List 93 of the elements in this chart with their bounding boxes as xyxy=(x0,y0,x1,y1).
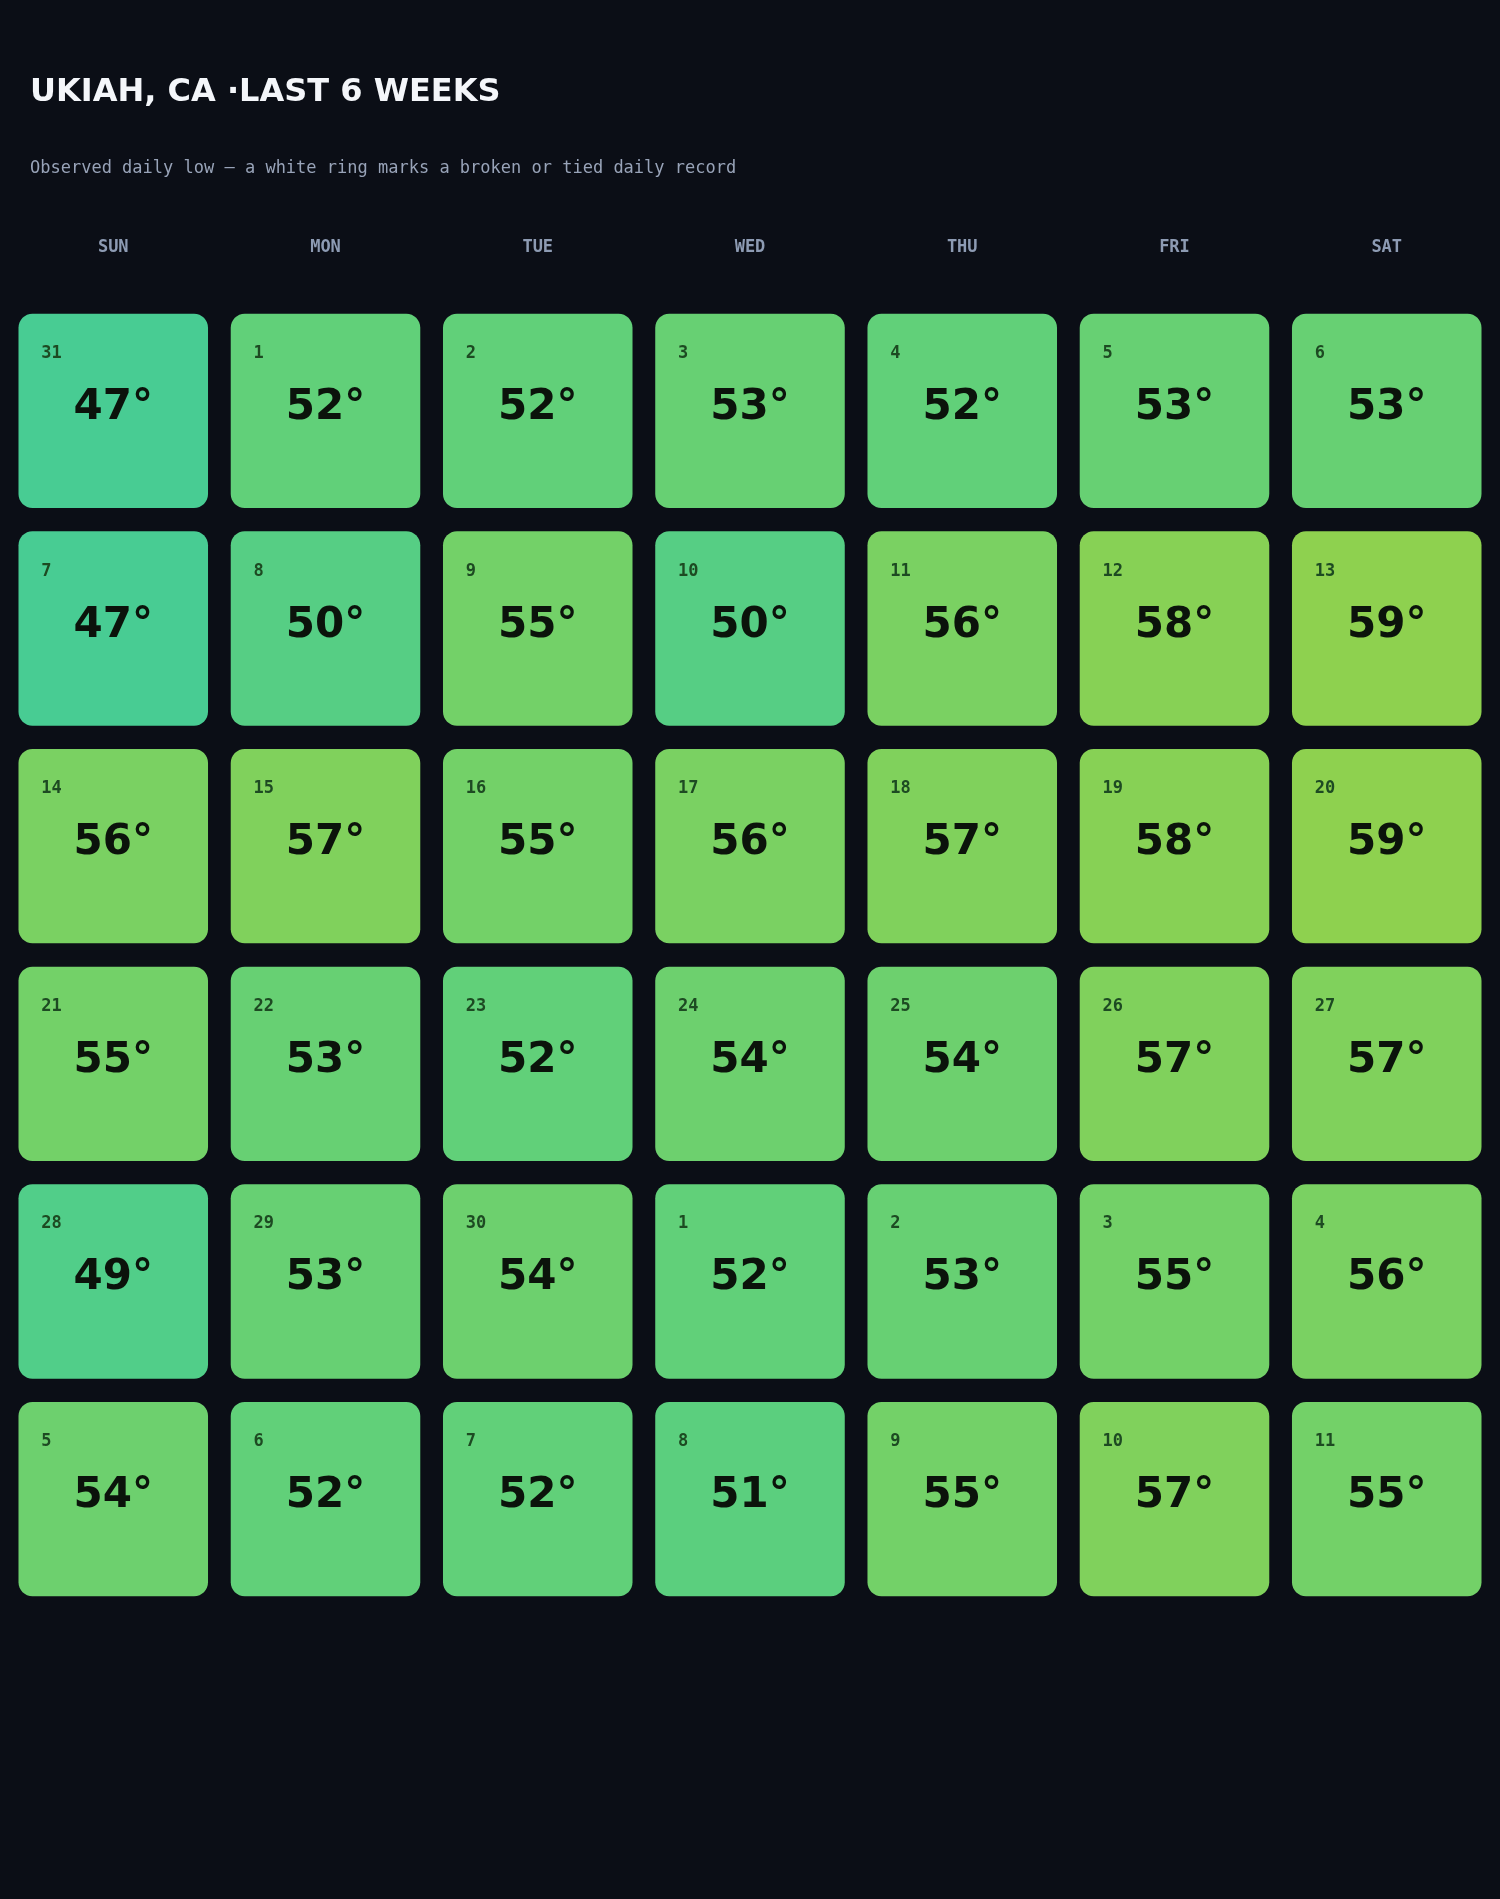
data-label: 53° xyxy=(285,1250,366,1300)
annotation: 1 xyxy=(678,1212,689,1233)
data-label: 57° xyxy=(1134,1468,1215,1518)
annotation: 3 xyxy=(678,341,689,362)
annotation: 27 xyxy=(1314,994,1336,1015)
annotation: 15 xyxy=(253,777,274,798)
x-tick-label: SUN xyxy=(97,235,129,256)
data-label: 56° xyxy=(922,597,1002,647)
annotation: 11 xyxy=(890,559,911,580)
annotation: 11 xyxy=(1314,1430,1336,1451)
annotation: 7 xyxy=(41,559,52,580)
annotation: 10 xyxy=(1102,1430,1123,1451)
data-label: 54° xyxy=(922,1032,1002,1082)
data-label: 47° xyxy=(73,597,153,647)
annotation: 14 xyxy=(41,777,62,798)
annotation: 5 xyxy=(1102,341,1113,362)
x-tick-label: MON xyxy=(310,235,341,256)
annotation: 9 xyxy=(890,1430,901,1451)
annotation: 26 xyxy=(1102,994,1123,1015)
data-label: 57° xyxy=(285,815,366,865)
annotation: 6 xyxy=(253,1430,264,1451)
data-label: 47° xyxy=(73,379,153,429)
annotation: 7 xyxy=(465,1430,476,1451)
data-label: 54° xyxy=(498,1250,578,1300)
data-label: 55° xyxy=(498,815,578,865)
annotation: 20 xyxy=(1314,777,1336,798)
annotation: 5 xyxy=(41,1430,52,1451)
annotation: 3 xyxy=(1102,1212,1113,1233)
data-label: 56° xyxy=(73,815,153,865)
x-tick-label: FRI xyxy=(1159,235,1190,256)
data-label: 53° xyxy=(285,1032,366,1082)
data-label: 50° xyxy=(710,597,790,647)
annotation: 21 xyxy=(41,994,62,1015)
data-label: 53° xyxy=(1134,379,1215,429)
data-label: 53° xyxy=(922,1250,1002,1300)
x-tick-label: THU xyxy=(946,235,978,256)
annotation: 6 xyxy=(1314,341,1325,362)
annotation: 18 xyxy=(890,777,911,798)
data-label: 56° xyxy=(710,815,790,865)
data-label: 58° xyxy=(1134,597,1215,647)
data-label: 55° xyxy=(1134,1250,1215,1300)
x-tick-label: TUE xyxy=(522,235,554,256)
data-label: 53° xyxy=(1347,379,1427,429)
data-label: 50° xyxy=(285,597,366,647)
data-label: 54° xyxy=(73,1468,153,1518)
annotation: 28 xyxy=(41,1212,62,1233)
annotation: 4 xyxy=(1314,1212,1325,1233)
data-label: 59° xyxy=(1347,597,1427,647)
annotation: 16 xyxy=(465,777,487,798)
annotation: 17 xyxy=(678,777,699,798)
annotation: 24 xyxy=(678,994,699,1015)
data-label: 52° xyxy=(498,379,578,429)
data-label: 57° xyxy=(922,815,1002,865)
x-tick-label: SAT xyxy=(1371,235,1403,256)
annotation: 19 xyxy=(1102,777,1123,798)
annotation: 2 xyxy=(890,1212,901,1233)
data-label: 53° xyxy=(710,379,790,429)
data-label: 55° xyxy=(1347,1468,1427,1518)
annotation: 1 xyxy=(253,341,264,362)
data-label: 58° xyxy=(1134,815,1215,865)
data-label: 55° xyxy=(922,1468,1002,1518)
data-label: 57° xyxy=(1134,1032,1215,1082)
data-label: 56° xyxy=(1347,1250,1427,1300)
annotation: 4 xyxy=(890,341,901,362)
annotation: 30 xyxy=(465,1212,487,1233)
data-label: 52° xyxy=(922,379,1002,429)
annotation: 29 xyxy=(253,1212,274,1233)
chart-subtitle: Observed daily low — a white ring marks a broken or tied daily record xyxy=(30,157,737,177)
data-label: 49° xyxy=(73,1250,153,1300)
data-label: 51° xyxy=(710,1468,790,1518)
data-label: 52° xyxy=(498,1468,578,1518)
annotation: 12 xyxy=(1102,559,1123,580)
annotation: 31 xyxy=(41,341,62,362)
data-label: 52° xyxy=(285,379,366,429)
data-label: 52° xyxy=(710,1250,790,1300)
annotation: 9 xyxy=(465,559,476,580)
annotation: 23 xyxy=(465,994,487,1015)
data-label: 54° xyxy=(710,1032,790,1082)
data-label: 52° xyxy=(285,1468,366,1518)
x-tick-label: WED xyxy=(734,235,766,256)
annotation: 13 xyxy=(1314,559,1336,580)
data-label: 55° xyxy=(73,1032,153,1082)
chart-title: UKIAH, CA ·LAST 6 WEEKS xyxy=(30,71,501,109)
data-label: 55° xyxy=(498,597,578,647)
annotation: 22 xyxy=(253,994,274,1015)
data-label: 59° xyxy=(1347,815,1427,865)
data-label: 57° xyxy=(1347,1032,1427,1082)
annotation: 25 xyxy=(890,994,911,1015)
annotation: 10 xyxy=(678,559,699,580)
annotation: 2 xyxy=(465,341,476,362)
annotation: 8 xyxy=(678,1430,689,1451)
data-label: 52° xyxy=(498,1032,578,1082)
annotation: 8 xyxy=(253,559,264,580)
